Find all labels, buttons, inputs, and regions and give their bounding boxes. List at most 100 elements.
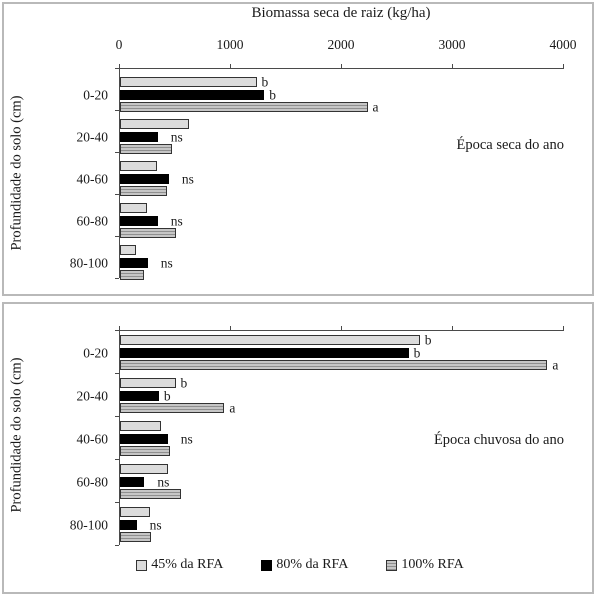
- y-axis-title-dry: Profundidade do solo (cm): [8, 95, 25, 251]
- bar-100-rfa: [120, 403, 225, 413]
- panel-dry-season: [2, 2, 594, 296]
- bar-45-rfa: [120, 161, 157, 171]
- significance-label: ns: [160, 254, 173, 270]
- bar-45-rfa: [120, 77, 257, 87]
- y-axis-line: [119, 68, 120, 278]
- significance-label: ns: [149, 516, 162, 532]
- bar-100-rfa: [120, 270, 145, 280]
- y-tick-mark: [115, 152, 119, 153]
- legend-marker-100-icon: [386, 559, 398, 571]
- bar-80-rfa: [120, 390, 159, 401]
- significance-label: b: [163, 387, 171, 403]
- bar-45-rfa: [120, 119, 189, 129]
- legend-label-100: 100% RFA: [401, 557, 464, 572]
- significance-label: b: [424, 332, 432, 348]
- significance-label: ns: [170, 128, 183, 144]
- bar-100-rfa: [120, 144, 173, 154]
- bar-80-rfa: [120, 131, 158, 142]
- x-tick-mark: [452, 64, 453, 68]
- y-tick-mark: [115, 194, 119, 195]
- x-tick-label: 0: [115, 37, 123, 52]
- bar-80-rfa: [120, 257, 148, 268]
- x-tick-mark: [341, 326, 342, 330]
- category-label: 0-20: [83, 86, 108, 102]
- y-tick-mark: [115, 278, 119, 279]
- significance-label: a: [552, 357, 559, 373]
- x-axis-line: [119, 330, 564, 331]
- y-axis-line: [119, 330, 120, 545]
- significance-label: b: [261, 74, 269, 90]
- bar-45-rfa: [120, 245, 136, 255]
- bar-100-rfa: [120, 102, 368, 112]
- y-tick-mark: [115, 545, 119, 546]
- x-tick-mark: [563, 326, 564, 330]
- x-tick-mark: [341, 64, 342, 68]
- significance-label: b: [180, 375, 188, 391]
- significance-label: b: [269, 86, 277, 102]
- legend-item-100: 100% RFA: [386, 557, 464, 573]
- legend-label-45: 45% da RFA: [151, 557, 224, 572]
- legend-label-80: 80% da RFA: [276, 557, 349, 572]
- significance-label: ns: [181, 170, 194, 186]
- y-tick-mark: [115, 502, 119, 503]
- x-tick-label: 1000: [216, 37, 244, 52]
- bar-100-rfa: [120, 228, 176, 238]
- annotation-rainy-season: Época chuvosa do ano: [433, 432, 564, 448]
- legend-item-45: 45% da RFA: [136, 557, 223, 573]
- bar-45-rfa: [120, 378, 176, 388]
- x-tick-label: 3000: [438, 37, 466, 52]
- bar-45-rfa: [120, 507, 150, 517]
- significance-label: a: [372, 99, 379, 115]
- category-label: 60-80: [76, 212, 109, 228]
- category-label: 0-20: [83, 344, 108, 360]
- x-tick-mark: [563, 64, 564, 68]
- significance-label: b: [413, 344, 421, 360]
- y-tick-mark: [115, 236, 119, 237]
- bar-100-rfa: [120, 532, 152, 542]
- bar-100-rfa: [120, 446, 170, 456]
- x-tick-label: 2000: [327, 37, 355, 52]
- bar-80-rfa: [120, 476, 145, 487]
- bar-45-rfa: [120, 203, 147, 213]
- bar-80-rfa: [120, 89, 265, 100]
- significance-label: ns: [180, 430, 193, 446]
- category-label: 80-100: [69, 516, 108, 532]
- category-label: 60-80: [76, 473, 109, 489]
- y-tick-mark: [115, 330, 119, 331]
- bar-45-rfa: [120, 421, 162, 431]
- y-tick-mark: [115, 416, 119, 417]
- significance-label: ns: [170, 212, 183, 228]
- x-tick-mark: [119, 326, 120, 330]
- x-tick-mark: [230, 326, 231, 330]
- bar-80-rfa: [120, 215, 158, 226]
- y-tick-mark: [115, 373, 119, 374]
- x-axis-title: Biomassa seca de raiz (kg/ha): [251, 5, 431, 21]
- x-tick-mark: [452, 326, 453, 330]
- y-tick-mark: [115, 68, 119, 69]
- bar-100-rfa: [120, 186, 167, 196]
- legend-item-80: 80% da RFA: [261, 557, 348, 573]
- bar-80-rfa: [120, 433, 168, 444]
- y-tick-mark: [115, 459, 119, 460]
- bar-45-rfa: [120, 335, 420, 345]
- x-tick-mark: [230, 64, 231, 68]
- annotation-dry-season: Época seca do ano: [456, 137, 565, 153]
- x-tick-mark: [119, 64, 120, 68]
- category-label: 20-40: [76, 128, 109, 144]
- significance-label: ns: [157, 473, 170, 489]
- bar-80-rfa: [120, 173, 169, 184]
- category-label: 80-100: [69, 254, 108, 270]
- legend-marker-80-icon: [261, 559, 273, 571]
- bar-100-rfa: [120, 360, 548, 370]
- legend: 45% da RFA 80% da RFA 100% RFA: [0, 557, 600, 573]
- significance-label: a: [229, 400, 236, 416]
- category-label: 40-60: [76, 170, 109, 186]
- y-axis-title-rainy: Profundidade do solo (cm): [8, 357, 25, 513]
- y-tick-mark: [115, 110, 119, 111]
- category-label: 40-60: [76, 430, 109, 446]
- category-label: 20-40: [76, 387, 109, 403]
- bar-100-rfa: [120, 489, 182, 499]
- legend-marker-45-icon: [136, 559, 148, 571]
